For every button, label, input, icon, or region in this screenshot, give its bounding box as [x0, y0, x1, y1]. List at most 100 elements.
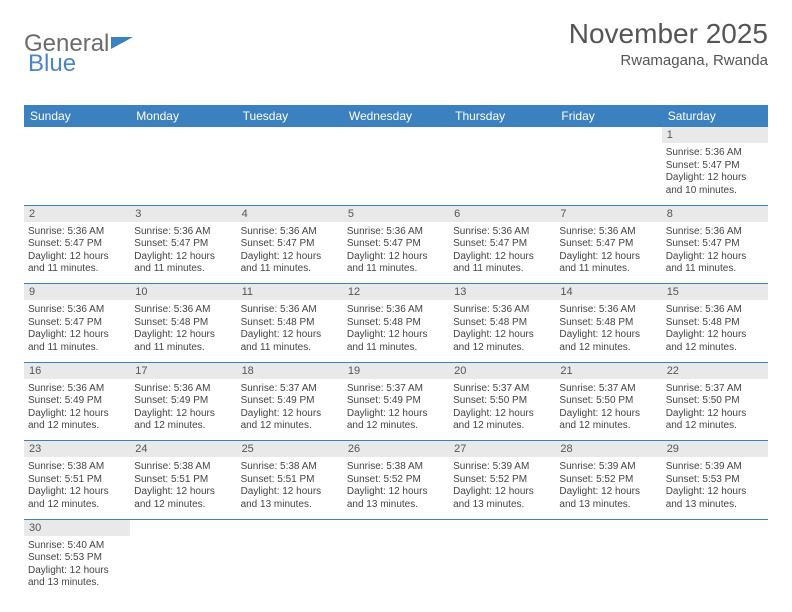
day-detail: Sunrise: 5:37 AMSunset: 5:49 PMDaylight:… — [241, 383, 339, 433]
day-detail: Sunrise: 5:40 AMSunset: 5:53 PMDaylight:… — [28, 540, 126, 590]
day-detail: Sunrise: 5:36 AMSunset: 5:48 PMDaylight:… — [134, 304, 232, 354]
sunrise-text: Sunrise: 5:40 AM — [28, 540, 126, 553]
day-detail: Sunrise: 5:36 AMSunset: 5:48 PMDaylight:… — [453, 304, 551, 354]
sunrise-text: Sunrise: 5:36 AM — [241, 226, 339, 239]
day-cell — [343, 143, 449, 205]
daynum-cell — [662, 519, 768, 536]
day-cell — [449, 536, 555, 598]
sunrise-text: Sunrise: 5:36 AM — [453, 304, 551, 317]
day-cell — [130, 536, 236, 598]
day-detail: Sunrise: 5:37 AMSunset: 5:50 PMDaylight:… — [453, 383, 551, 433]
sunset-text: Sunset: 5:50 PM — [666, 395, 764, 408]
day-number: 15 — [662, 284, 768, 300]
sunset-text: Sunset: 5:52 PM — [347, 474, 445, 487]
daynum-cell: 11 — [237, 284, 343, 301]
daynum-cell: 29 — [662, 441, 768, 458]
day-detail: Sunrise: 5:37 AMSunset: 5:49 PMDaylight:… — [347, 383, 445, 433]
daylight-text: Daylight: 12 hours and 13 minutes. — [28, 565, 126, 590]
daynum-cell — [343, 519, 449, 536]
daylight-text: Daylight: 12 hours and 12 minutes. — [28, 408, 126, 433]
daynum-cell — [237, 519, 343, 536]
location-subtitle: Rwamagana, Rwanda — [569, 52, 768, 69]
daylight-text: Daylight: 12 hours and 11 minutes. — [347, 251, 445, 276]
daylight-text: Daylight: 12 hours and 12 minutes. — [134, 408, 232, 433]
daynum-cell: 7 — [555, 205, 661, 222]
daynum-cell: 21 — [555, 362, 661, 379]
sunset-text: Sunset: 5:47 PM — [666, 160, 764, 173]
day-number — [343, 520, 449, 524]
weekday-fri: Friday — [555, 105, 661, 127]
day-cell: Sunrise: 5:39 AMSunset: 5:53 PMDaylight:… — [662, 457, 768, 519]
day-detail: Sunrise: 5:38 AMSunset: 5:51 PMDaylight:… — [134, 461, 232, 511]
daynum-cell: 4 — [237, 205, 343, 222]
sunset-text: Sunset: 5:51 PM — [134, 474, 232, 487]
day-detail: Sunrise: 5:37 AMSunset: 5:50 PMDaylight:… — [559, 383, 657, 433]
sunrise-text: Sunrise: 5:37 AM — [347, 383, 445, 396]
day-cell: Sunrise: 5:38 AMSunset: 5:52 PMDaylight:… — [343, 457, 449, 519]
daylight-text: Daylight: 12 hours and 12 minutes. — [453, 408, 551, 433]
week-row: Sunrise: 5:36 AMSunset: 5:47 PMDaylight:… — [24, 143, 768, 205]
sunrise-text: Sunrise: 5:39 AM — [453, 461, 551, 474]
sunrise-text: Sunrise: 5:38 AM — [347, 461, 445, 474]
day-cell: Sunrise: 5:37 AMSunset: 5:50 PMDaylight:… — [662, 379, 768, 441]
sunrise-text: Sunrise: 5:37 AM — [559, 383, 657, 396]
sunrise-text: Sunrise: 5:37 AM — [666, 383, 764, 396]
sunset-text: Sunset: 5:47 PM — [453, 238, 551, 251]
daylight-text: Daylight: 12 hours and 13 minutes. — [559, 486, 657, 511]
week-row: Sunrise: 5:40 AMSunset: 5:53 PMDaylight:… — [24, 536, 768, 598]
sunrise-text: Sunrise: 5:38 AM — [241, 461, 339, 474]
day-number: 11 — [237, 284, 343, 300]
sunrise-text: Sunrise: 5:36 AM — [134, 304, 232, 317]
daylight-text: Daylight: 12 hours and 11 minutes. — [134, 329, 232, 354]
day-number: 22 — [662, 363, 768, 379]
sunset-text: Sunset: 5:47 PM — [347, 238, 445, 251]
sunrise-text: Sunrise: 5:36 AM — [134, 383, 232, 396]
daylight-text: Daylight: 12 hours and 11 minutes. — [241, 251, 339, 276]
week-row: Sunrise: 5:38 AMSunset: 5:51 PMDaylight:… — [24, 457, 768, 519]
day-detail: Sunrise: 5:36 AMSunset: 5:48 PMDaylight:… — [241, 304, 339, 354]
sunrise-text: Sunrise: 5:39 AM — [666, 461, 764, 474]
day-cell: Sunrise: 5:37 AMSunset: 5:49 PMDaylight:… — [237, 379, 343, 441]
daylight-text: Daylight: 12 hours and 13 minutes. — [241, 486, 339, 511]
day-cell: Sunrise: 5:36 AMSunset: 5:47 PMDaylight:… — [130, 222, 236, 284]
day-number — [555, 520, 661, 524]
day-cell: Sunrise: 5:39 AMSunset: 5:52 PMDaylight:… — [555, 457, 661, 519]
day-cell: Sunrise: 5:36 AMSunset: 5:47 PMDaylight:… — [343, 222, 449, 284]
sunrise-text: Sunrise: 5:38 AM — [134, 461, 232, 474]
sunset-text: Sunset: 5:50 PM — [559, 395, 657, 408]
day-cell — [237, 143, 343, 205]
day-cell — [449, 143, 555, 205]
day-detail: Sunrise: 5:36 AMSunset: 5:49 PMDaylight:… — [134, 383, 232, 433]
daynum-cell: 8 — [662, 205, 768, 222]
week-row: Sunrise: 5:36 AMSunset: 5:47 PMDaylight:… — [24, 222, 768, 284]
daynum-cell: 1 — [662, 127, 768, 143]
daynum-cell: 14 — [555, 284, 661, 301]
day-detail: Sunrise: 5:38 AMSunset: 5:52 PMDaylight:… — [347, 461, 445, 511]
daylight-text: Daylight: 12 hours and 12 minutes. — [347, 408, 445, 433]
weekday-wed: Wednesday — [343, 105, 449, 127]
day-detail: Sunrise: 5:36 AMSunset: 5:48 PMDaylight:… — [559, 304, 657, 354]
sunrise-text: Sunrise: 5:39 AM — [559, 461, 657, 474]
day-detail: Sunrise: 5:39 AMSunset: 5:52 PMDaylight:… — [453, 461, 551, 511]
day-cell: Sunrise: 5:37 AMSunset: 5:49 PMDaylight:… — [343, 379, 449, 441]
flag-icon — [111, 35, 135, 51]
daynum-cell: 20 — [449, 362, 555, 379]
sunset-text: Sunset: 5:47 PM — [28, 238, 126, 251]
day-number — [130, 127, 236, 131]
daylight-text: Daylight: 12 hours and 12 minutes. — [28, 486, 126, 511]
day-number: 16 — [24, 363, 130, 379]
day-number — [237, 127, 343, 131]
sunset-text: Sunset: 5:48 PM — [241, 317, 339, 330]
day-number: 13 — [449, 284, 555, 300]
daynum-cell: 24 — [130, 441, 236, 458]
sunset-text: Sunset: 5:47 PM — [28, 317, 126, 330]
week-row: Sunrise: 5:36 AMSunset: 5:49 PMDaylight:… — [24, 379, 768, 441]
day-number: 9 — [24, 284, 130, 300]
day-detail: Sunrise: 5:36 AMSunset: 5:48 PMDaylight:… — [666, 304, 764, 354]
day-detail: Sunrise: 5:37 AMSunset: 5:50 PMDaylight:… — [666, 383, 764, 433]
daynum-cell — [130, 127, 236, 143]
sunset-text: Sunset: 5:50 PM — [453, 395, 551, 408]
day-cell: Sunrise: 5:38 AMSunset: 5:51 PMDaylight:… — [237, 457, 343, 519]
day-cell — [130, 143, 236, 205]
daylight-text: Daylight: 12 hours and 11 minutes. — [134, 251, 232, 276]
